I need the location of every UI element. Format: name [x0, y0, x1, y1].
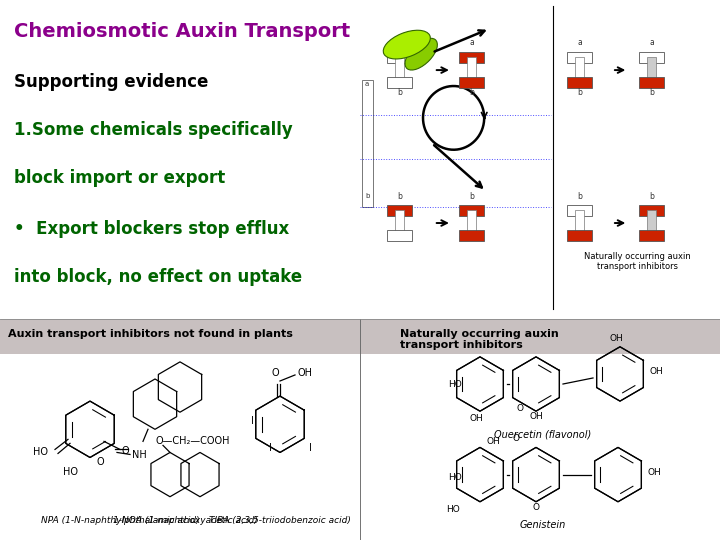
Text: Genistein: Genistein [520, 520, 566, 530]
Text: b: b [469, 192, 474, 201]
Text: O: O [122, 447, 130, 456]
Text: b: b [649, 192, 654, 201]
FancyBboxPatch shape [639, 230, 665, 241]
FancyBboxPatch shape [395, 57, 404, 79]
Text: b: b [577, 192, 582, 201]
FancyBboxPatch shape [459, 205, 485, 216]
FancyBboxPatch shape [387, 230, 413, 241]
Text: OH: OH [650, 367, 664, 376]
FancyBboxPatch shape [567, 230, 593, 241]
FancyBboxPatch shape [387, 77, 413, 87]
Text: a: a [365, 81, 369, 87]
Text: into block, no effect on uptake: into block, no effect on uptake [14, 268, 302, 286]
FancyBboxPatch shape [459, 230, 485, 241]
Text: •  Export blockers stop efflux: • Export blockers stop efflux [14, 220, 289, 238]
Text: HO: HO [32, 448, 48, 457]
Text: block import or export: block import or export [14, 169, 225, 187]
Text: b: b [469, 88, 474, 97]
Text: Supporting evidence: Supporting evidence [14, 73, 209, 91]
Text: 1.Some chemicals specifically: 1.Some chemicals specifically [14, 121, 293, 139]
FancyBboxPatch shape [459, 77, 485, 87]
FancyBboxPatch shape [639, 205, 665, 216]
Text: NPA (1-N-naphthylphthalamic acid): NPA (1-N-naphthylphthalamic acid) [41, 516, 199, 525]
FancyBboxPatch shape [567, 52, 593, 63]
Text: 1-NOA (1-naphthoxyacetic acid): 1-NOA (1-naphthoxyacetic acid) [112, 516, 257, 525]
Text: HO: HO [446, 505, 460, 514]
Text: OH: OH [529, 412, 543, 421]
Text: Naturally occurring auxin
transport inhibitors: Naturally occurring auxin transport inhi… [584, 252, 690, 271]
Text: O: O [516, 404, 523, 413]
FancyBboxPatch shape [639, 77, 665, 87]
Text: OH: OH [297, 368, 312, 378]
Text: Chemiosmotic Auxin Transport: Chemiosmotic Auxin Transport [14, 22, 351, 41]
Text: O: O [533, 503, 539, 512]
Ellipse shape [383, 30, 431, 59]
Text: O—CH₂—COOH: O—CH₂—COOH [155, 436, 230, 447]
Text: O: O [271, 368, 279, 378]
Text: b: b [649, 88, 654, 97]
FancyBboxPatch shape [467, 210, 476, 232]
Text: OH: OH [486, 437, 500, 447]
Text: a: a [577, 38, 582, 47]
Text: OH: OH [469, 414, 483, 423]
Text: OH: OH [609, 334, 623, 343]
Text: b: b [397, 192, 402, 201]
Bar [0, 319, 720, 354]
FancyBboxPatch shape [639, 52, 665, 63]
Text: I: I [251, 416, 253, 426]
Text: TIBA (2,3,5-triiodobenzoic acid): TIBA (2,3,5-triiodobenzoic acid) [209, 516, 351, 525]
Text: a: a [649, 38, 654, 47]
FancyBboxPatch shape [567, 77, 593, 87]
Text: b: b [365, 193, 369, 199]
FancyBboxPatch shape [575, 210, 584, 232]
FancyBboxPatch shape [567, 205, 593, 216]
FancyBboxPatch shape [647, 210, 656, 232]
Ellipse shape [405, 38, 437, 70]
FancyBboxPatch shape [575, 57, 584, 79]
Text: I: I [309, 443, 312, 454]
Text: a: a [469, 38, 474, 47]
Text: Quercetin (flavonol): Quercetin (flavonol) [495, 429, 592, 440]
FancyBboxPatch shape [387, 52, 413, 63]
Text: O: O [96, 456, 104, 467]
Text: NH: NH [132, 450, 147, 461]
FancyBboxPatch shape [362, 79, 373, 207]
Text: a: a [397, 38, 402, 47]
Text: b: b [577, 88, 582, 97]
FancyBboxPatch shape [647, 57, 656, 79]
Text: HO: HO [63, 467, 78, 477]
Text: I: I [269, 443, 271, 454]
FancyBboxPatch shape [395, 210, 404, 232]
Text: OH: OH [648, 468, 662, 477]
Text: O: O [513, 434, 520, 443]
FancyBboxPatch shape [387, 205, 413, 216]
Text: HO: HO [448, 380, 462, 389]
FancyBboxPatch shape [459, 52, 485, 63]
Text: HO: HO [448, 472, 462, 482]
FancyBboxPatch shape [467, 57, 476, 79]
Text: Auxin transport inhibitors not found in plants: Auxin transport inhibitors not found in … [8, 329, 293, 339]
Text: b: b [397, 88, 402, 97]
Text: Naturally occurring auxin
transport inhibitors: Naturally occurring auxin transport inhi… [400, 329, 559, 350]
